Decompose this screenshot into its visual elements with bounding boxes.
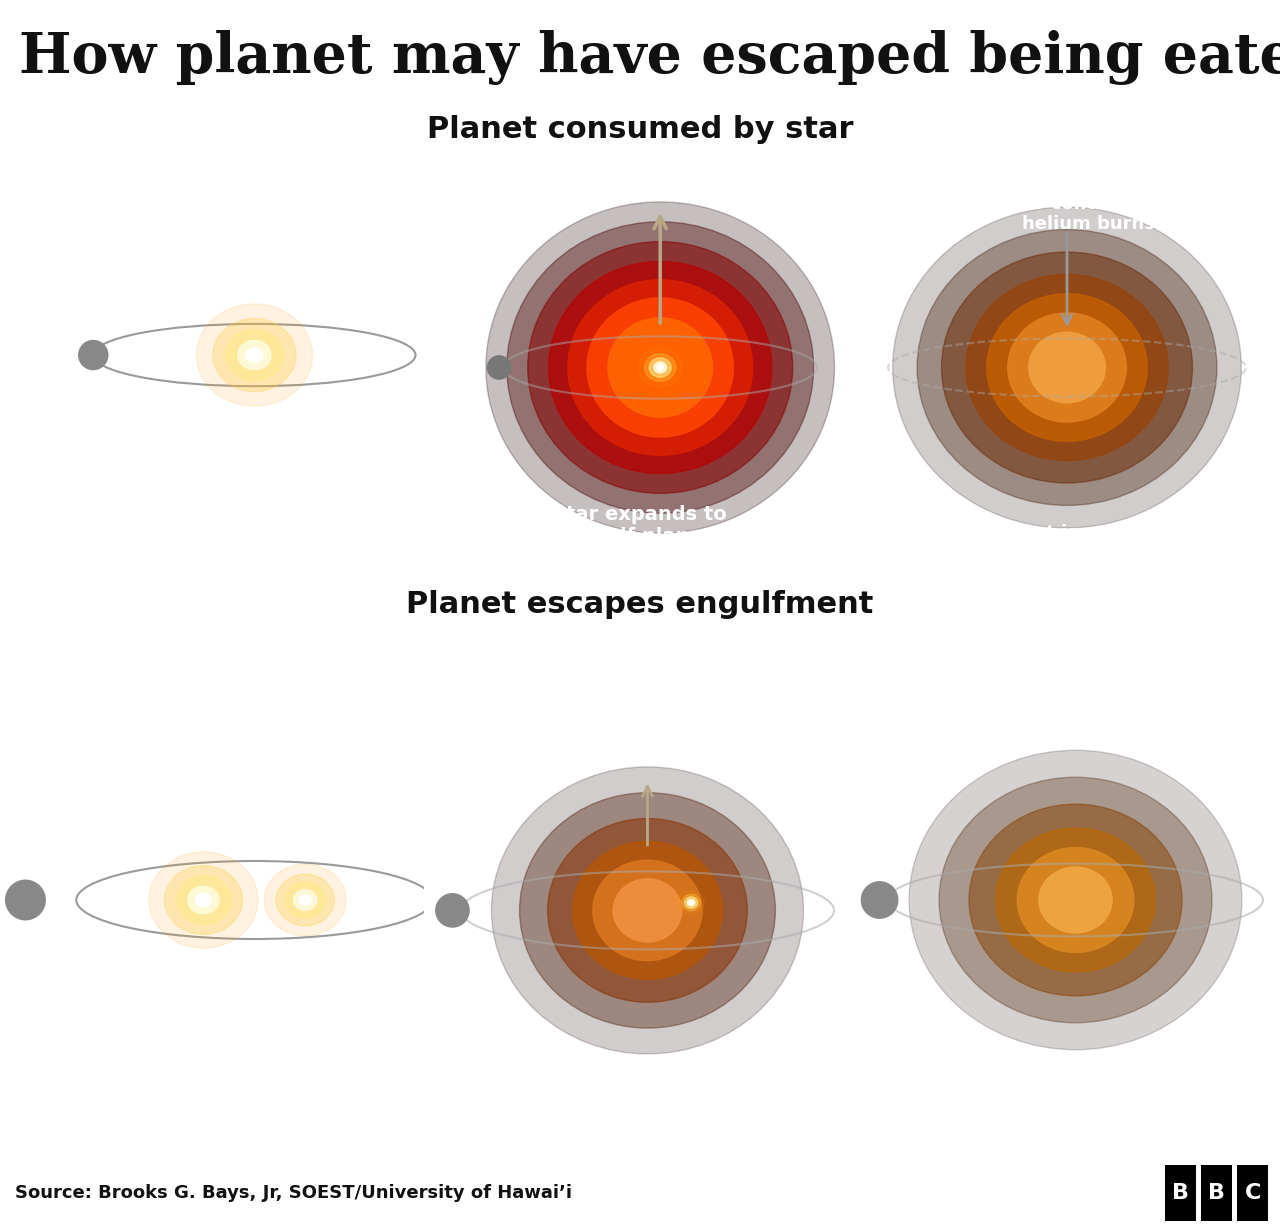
Ellipse shape — [520, 793, 776, 1029]
Text: Planet: Planet — [35, 1036, 109, 1056]
Ellipse shape — [492, 767, 804, 1054]
Ellipse shape — [909, 750, 1242, 1049]
Ellipse shape — [568, 280, 753, 455]
Ellipse shape — [549, 261, 772, 473]
Ellipse shape — [987, 294, 1147, 441]
Ellipse shape — [593, 861, 703, 961]
Ellipse shape — [212, 319, 296, 391]
Ellipse shape — [5, 880, 45, 920]
Ellipse shape — [687, 900, 695, 906]
Ellipse shape — [1029, 332, 1106, 403]
Ellipse shape — [507, 222, 814, 514]
Ellipse shape — [148, 852, 259, 948]
Text: Single star: Single star — [35, 473, 161, 494]
Ellipse shape — [225, 330, 283, 380]
Text: Star expands to
engulf planet: Star expands to engulf planet — [552, 505, 726, 546]
Ellipse shape — [1007, 313, 1126, 422]
Ellipse shape — [177, 875, 230, 924]
Ellipse shape — [685, 897, 698, 908]
Ellipse shape — [285, 881, 325, 918]
Text: Merged star is
formed: Merged star is formed — [1002, 688, 1148, 727]
Text: Source: Brooks G. Bays, Jr, SOEST/University of Hawaiʼi: Source: Brooks G. Bays, Jr, SOEST/Univer… — [15, 1184, 572, 1201]
Ellipse shape — [892, 207, 1242, 528]
Ellipse shape — [276, 874, 334, 926]
Text: One star expands and
they merge: One star expands and they merge — [529, 688, 750, 727]
Ellipse shape — [527, 242, 792, 493]
Text: Star contracts as
helium burns: Star contracts as helium burns — [1002, 195, 1175, 233]
Ellipse shape — [649, 358, 671, 378]
Ellipse shape — [654, 362, 667, 373]
Ellipse shape — [916, 229, 1217, 505]
Ellipse shape — [238, 341, 271, 370]
Ellipse shape — [608, 318, 713, 417]
Ellipse shape — [548, 819, 748, 1002]
Text: Planet: Planet — [35, 224, 109, 245]
Ellipse shape — [1018, 847, 1134, 953]
Ellipse shape — [942, 253, 1193, 483]
Ellipse shape — [969, 804, 1181, 996]
Ellipse shape — [196, 304, 312, 406]
FancyBboxPatch shape — [1201, 1165, 1233, 1221]
Text: Planet consumed by star: Planet consumed by star — [426, 115, 854, 145]
Ellipse shape — [165, 866, 242, 934]
Ellipse shape — [861, 881, 897, 918]
Ellipse shape — [639, 348, 682, 387]
Ellipse shape — [682, 894, 700, 911]
Ellipse shape — [265, 864, 346, 935]
Text: How planet may have escaped being eaten: How planet may have escaped being eaten — [19, 31, 1280, 86]
Ellipse shape — [940, 777, 1212, 1022]
Ellipse shape — [435, 894, 468, 927]
Ellipse shape — [678, 891, 704, 915]
Ellipse shape — [79, 341, 108, 369]
Ellipse shape — [572, 841, 722, 980]
Ellipse shape — [645, 353, 676, 381]
Ellipse shape — [588, 298, 733, 436]
Text: C: C — [1244, 1183, 1261, 1203]
Ellipse shape — [996, 828, 1156, 972]
Ellipse shape — [657, 365, 663, 370]
Ellipse shape — [1039, 867, 1112, 933]
FancyBboxPatch shape — [1165, 1165, 1196, 1221]
Ellipse shape — [293, 890, 317, 910]
Ellipse shape — [300, 895, 311, 905]
Ellipse shape — [246, 348, 262, 363]
Text: Planet escapes engulfment: Planet escapes engulfment — [406, 590, 874, 619]
Ellipse shape — [486, 202, 835, 533]
Text: and planet
survives: and planet survives — [1021, 1078, 1130, 1117]
Ellipse shape — [613, 879, 682, 942]
Ellipse shape — [188, 886, 219, 913]
Text: Planet is consumed: Planet is consumed — [989, 525, 1187, 542]
Ellipse shape — [488, 356, 511, 379]
Ellipse shape — [966, 275, 1169, 461]
Ellipse shape — [196, 893, 211, 907]
Text: B: B — [1172, 1183, 1189, 1203]
Text: Helium burning
begins: Helium burning begins — [561, 1078, 717, 1117]
Text: B: B — [1208, 1183, 1225, 1203]
Ellipse shape — [690, 901, 692, 905]
Text: Binary star: Binary star — [134, 718, 264, 738]
FancyBboxPatch shape — [1238, 1165, 1268, 1221]
